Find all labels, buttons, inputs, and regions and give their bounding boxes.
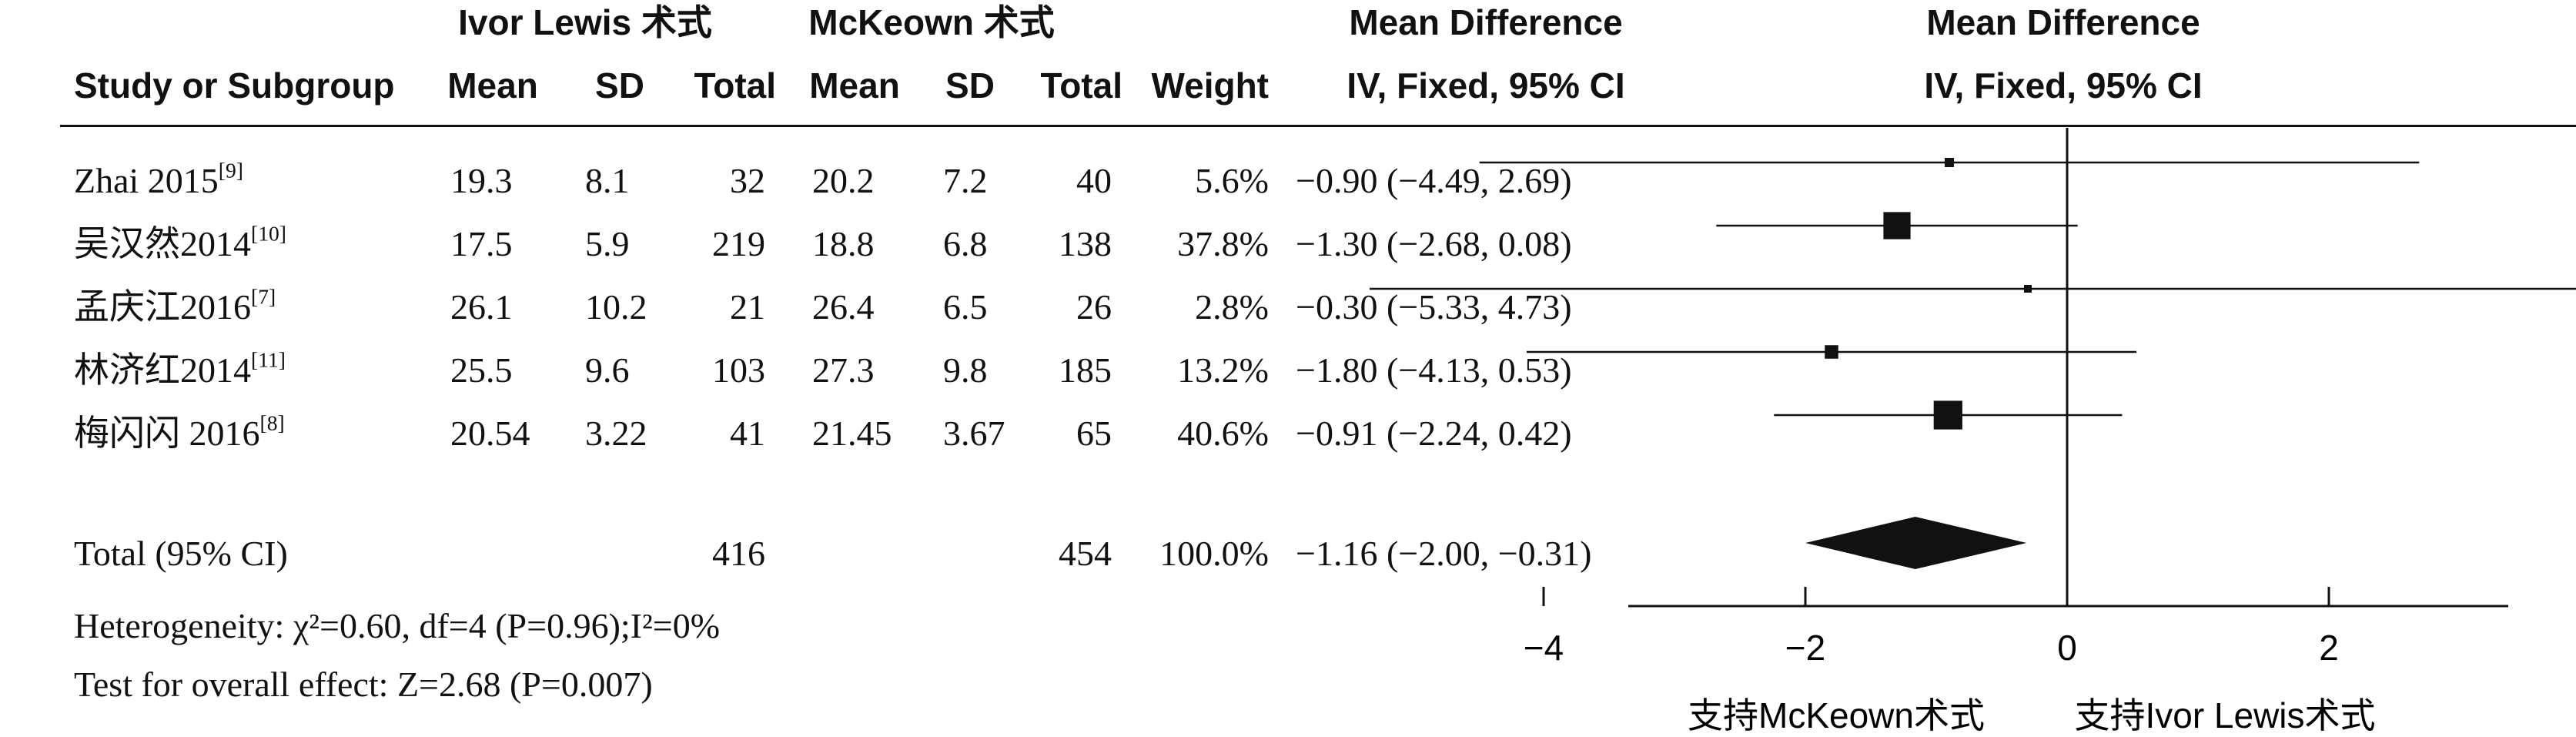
weight-value: 5.6% <box>1195 161 1269 200</box>
total2-header: Total <box>1040 65 1122 106</box>
total2-value: 65 <box>1076 414 1112 453</box>
md-header: Mean Difference <box>1349 2 1623 42</box>
study-name: Zhai 2015[9] <box>74 158 243 200</box>
weight-header: Weight <box>1151 65 1269 106</box>
mean2-value: 26.4 <box>812 287 875 327</box>
sd2-value: 7.2 <box>943 161 988 200</box>
total1-value: 21 <box>730 287 765 327</box>
total-label: Total (95% CI) <box>74 534 288 573</box>
weight-value: 37.8% <box>1177 224 1269 263</box>
weight-value: 40.6% <box>1177 414 1269 453</box>
effect-square <box>1883 212 1911 240</box>
x-tick-label: −4 <box>1524 628 1564 668</box>
total2-value: 185 <box>1059 350 1112 390</box>
pooled-ci: −1.16 (−2.00, −0.31) <box>1296 534 1592 573</box>
ci-value: −0.90 (−4.49, 2.69) <box>1296 161 1572 200</box>
mean1-value: 17.5 <box>450 224 513 263</box>
sd1-value: 8.1 <box>585 161 630 200</box>
total1-value: 32 <box>730 161 765 200</box>
weight-value: 2.8% <box>1195 287 1269 327</box>
total1-sum: 416 <box>712 534 765 573</box>
sd2-value: 6.5 <box>943 287 988 327</box>
study-name: 林济红2014[11] <box>74 347 286 390</box>
sd2-value: 3.67 <box>943 414 1005 453</box>
group2-header: McKeown 术式 <box>808 2 1055 42</box>
sd1-value: 3.22 <box>585 414 647 453</box>
ci-value: −0.30 (−5.33, 4.73) <box>1296 287 1572 327</box>
mean2-header: Mean <box>809 65 900 106</box>
total1-header: Total <box>694 65 776 106</box>
ci-value: −1.30 (−2.68, 0.08) <box>1296 224 1572 263</box>
total1-value: 103 <box>712 350 765 390</box>
sd1-value: 5.9 <box>585 224 630 263</box>
study-name: 梅闪闪 2016[8] <box>74 410 285 453</box>
mean2-value: 21.45 <box>812 414 892 453</box>
favours-right-label: 支持Ivor Lewis术式 <box>2074 695 2375 735</box>
total1-value: 219 <box>712 224 765 263</box>
mean2-value: 18.8 <box>812 224 875 263</box>
mean1-value: 25.5 <box>450 350 513 390</box>
header-rule <box>60 125 2576 127</box>
overall-effect-note: Test for overall effect: Z=2.68 (P=0.007… <box>74 665 653 704</box>
mean1-header: Mean <box>447 65 538 106</box>
sd1-value: 9.6 <box>585 350 630 390</box>
group1-header: Ivor Lewis 术式 <box>458 2 712 42</box>
effect-square <box>1933 400 1962 430</box>
effect-square <box>1944 157 1955 168</box>
mean1-value: 20.54 <box>450 414 530 453</box>
pooled-diamond <box>1805 517 2027 569</box>
sd2-header: SD <box>945 65 995 106</box>
sd1-header: SD <box>595 65 644 106</box>
x-tick-label: 2 <box>2319 628 2339 668</box>
x-tick-label: 0 <box>2057 628 2077 668</box>
total2-value: 138 <box>1059 224 1112 263</box>
ci-value: −0.91 (−2.24, 0.42) <box>1296 414 1572 453</box>
mean2-value: 27.3 <box>812 350 875 390</box>
plot-subheader: IV, Fixed, 95% CI <box>1924 65 2203 106</box>
total2-sum: 454 <box>1059 534 1112 573</box>
sd2-value: 9.8 <box>943 350 988 390</box>
study-name: 吴汉然2014[10] <box>74 221 286 263</box>
favours-left-label: 支持McKeown术式 <box>1688 695 1985 735</box>
x-tick-label: −2 <box>1785 628 1825 668</box>
mean1-value: 19.3 <box>450 161 513 200</box>
effect-square <box>2023 284 2032 293</box>
sd1-value: 10.2 <box>585 287 647 327</box>
total1-value: 41 <box>730 414 765 453</box>
mean2-value: 20.2 <box>812 161 875 200</box>
sd2-value: 6.8 <box>943 224 988 263</box>
total2-value: 40 <box>1076 161 1112 200</box>
total-weight: 100.0% <box>1159 534 1269 573</box>
heterogeneity-note: Heterogeneity: χ²=0.60, df=4 (P=0.96);I²… <box>74 606 721 645</box>
effect-square <box>1825 345 1838 359</box>
ci-value: −1.80 (−4.13, 0.53) <box>1296 350 1572 390</box>
mean1-value: 26.1 <box>450 287 513 327</box>
total2-value: 26 <box>1076 287 1112 327</box>
weight-value: 13.2% <box>1177 350 1269 390</box>
study-header: Study or Subgroup <box>74 65 395 106</box>
md-subheader: IV, Fixed, 95% CI <box>1347 65 1625 106</box>
study-name: 孟庆江2016[7] <box>74 284 276 327</box>
plot-header: Mean Difference <box>1926 2 2200 42</box>
